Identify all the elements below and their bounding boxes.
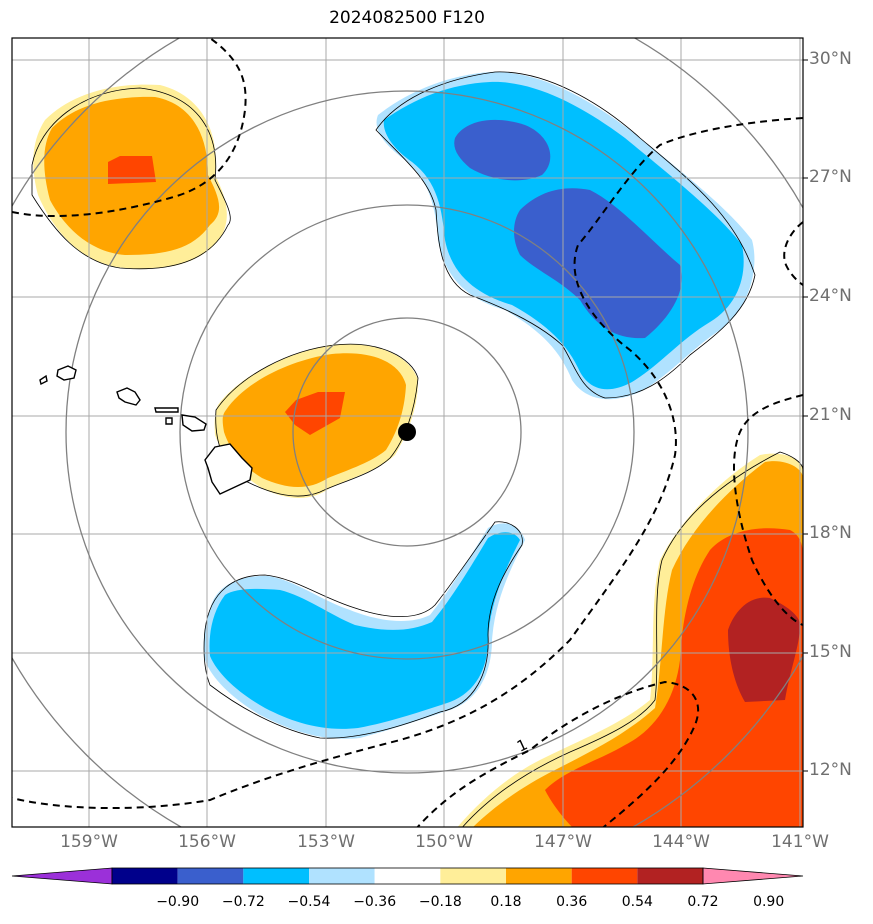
lon-label: 144°W: [652, 832, 710, 852]
colorbar-tick-label: 0.18: [490, 894, 522, 910]
colorbar-extend-low: [11, 867, 113, 885]
anomaly-region-southeast: [457, 453, 803, 827]
lon-label: 141°W: [771, 832, 829, 852]
colorbar-cell: [309, 868, 375, 884]
lon-label: 156°W: [178, 832, 236, 852]
coastlines: [39, 365, 253, 495]
colorbar-cell: [637, 868, 703, 884]
colorbar-tick-label: −0.36: [353, 894, 397, 910]
colorbar-tick-label: −0.90: [156, 894, 200, 910]
storm-center-marker: [398, 423, 416, 441]
colorbar-tick-label: 0.90: [753, 894, 785, 910]
anomaly-region-northwest: [33, 84, 227, 269]
colorbar-tick-label: 0.54: [621, 894, 653, 910]
colorbar: [11, 867, 804, 885]
colorbar-tick-label: −0.72: [221, 894, 265, 910]
colorbar-cell: [506, 868, 572, 884]
colorbar-cell: [243, 868, 309, 884]
graticule: [12, 38, 803, 827]
anomaly-region-northeast: [376, 71, 755, 400]
range-rings: [12, 38, 803, 827]
map-frame: [11, 37, 804, 828]
anomaly-region-south: [203, 523, 526, 739]
lon-label: 150°W: [415, 832, 473, 852]
lat-label: 27°N: [809, 167, 852, 187]
colorbar-cell: [440, 868, 506, 884]
lat-label: 24°N: [809, 286, 852, 306]
lat-label: 18°N: [809, 523, 852, 543]
anomaly-region-central: [214, 344, 418, 498]
map-title: 2024082500 F120: [329, 8, 485, 28]
colorbar-cell: [374, 868, 441, 884]
dashed-contours: [12, 38, 803, 827]
colorbar-cell: [177, 868, 244, 884]
lon-label: 159°W: [60, 832, 118, 852]
lat-label: 15°N: [809, 642, 852, 662]
lat-label: 12°N: [809, 760, 852, 780]
colorbar-tick-label: 0.36: [556, 894, 588, 910]
colorbar-tick-label: −0.18: [418, 894, 462, 910]
lon-label: 153°W: [297, 832, 355, 852]
lat-label: 21°N: [809, 405, 852, 425]
colorbar-tick-label: 0.72: [687, 894, 719, 910]
contour-label: 1: [514, 735, 530, 755]
colorbar-extend-high: [702, 867, 804, 885]
colorbar-tick-label: −0.54: [287, 894, 331, 910]
lon-label: 147°W: [534, 832, 592, 852]
map-plot: 1: [11, 37, 808, 828]
lat-label: 30°N: [809, 49, 852, 69]
colorbar-cell: [112, 868, 178, 884]
colorbar-cell: [571, 868, 638, 884]
